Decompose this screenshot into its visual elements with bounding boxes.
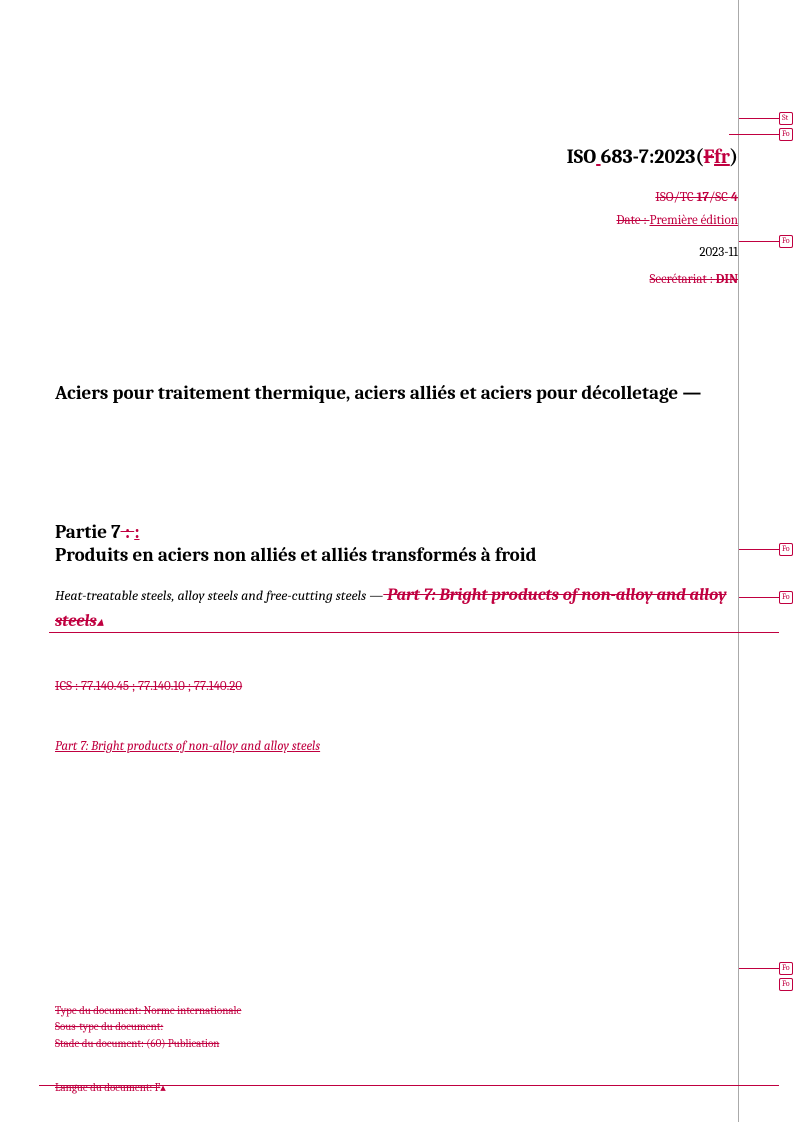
doc-stage-line: Stade du document: (60) Publication — [55, 1036, 241, 1053]
secretariat-del-bold: DIN — [716, 272, 738, 287]
insert-caret: ▴ — [160, 1081, 166, 1094]
doc-type-line: Type du document: Norme internationale — [55, 1003, 241, 1020]
date-label-del: Date : — [616, 213, 649, 228]
inserted-char: fr — [714, 145, 730, 168]
partie-block: Partie 7 : : Produits en aciers non alli… — [55, 521, 738, 569]
iso-document-number: ISO 683-7:2023(Ffr) — [55, 145, 738, 168]
insert-caret: ▴ — [97, 611, 104, 632]
doc-subtype-line: Sous-type du document: — [55, 1019, 241, 1036]
english-title: Heat-treatable steels, alloy steels and … — [55, 583, 738, 634]
tc-del-bold: 17 — [697, 190, 709, 205]
iso-num: 683-7:2023( — [601, 145, 704, 168]
eng-prefix: Heat-treatable steels, alloy steels and … — [55, 587, 383, 604]
tc-del-bold2: 4 — [731, 190, 738, 205]
doc-lang-line: Langue du document: F▴ — [55, 1081, 166, 1094]
tc-del: ISO/TC — [655, 190, 696, 205]
tc-del2: /SC — [709, 190, 731, 205]
doc-lang-text: Langue du document: F — [55, 1081, 160, 1094]
iso-suffix: ) — [730, 145, 738, 168]
part7-inserted: Part 7: Bright products of non-alloy and… — [55, 739, 738, 754]
iso-prefix: ISO — [567, 145, 597, 168]
partie-label: Partie 7 — [55, 521, 121, 543]
meta-block: ISO/TC 17/SC 4 Date : Première édition — [55, 186, 738, 233]
premiere-edition: Première édition — [650, 213, 738, 228]
doc-metadata-block: Type du document: Norme internationale S… — [55, 1003, 241, 1053]
secretariat-del: Secrétariat : — [650, 272, 716, 287]
date-line: 2023-11 — [55, 245, 738, 260]
deleted-char: F — [704, 145, 714, 168]
title-main: Aciers pour traitement thermique, aciers… — [55, 382, 738, 406]
edition-line: Date : Première édition — [55, 209, 738, 232]
tc-line: ISO/TC 17/SC 4 — [55, 186, 738, 209]
partie-del-dash: : — [121, 521, 135, 543]
secretariat-line: Secrétariat : DIN — [55, 272, 738, 287]
ics-line: ICS : 77.140.45 ; 77.140.10 ; 77.140.20 — [55, 679, 738, 694]
partie-ins-colon: : — [134, 521, 139, 543]
partie-subtitle: Produits en aciers non alliés et alliés … — [55, 544, 536, 566]
